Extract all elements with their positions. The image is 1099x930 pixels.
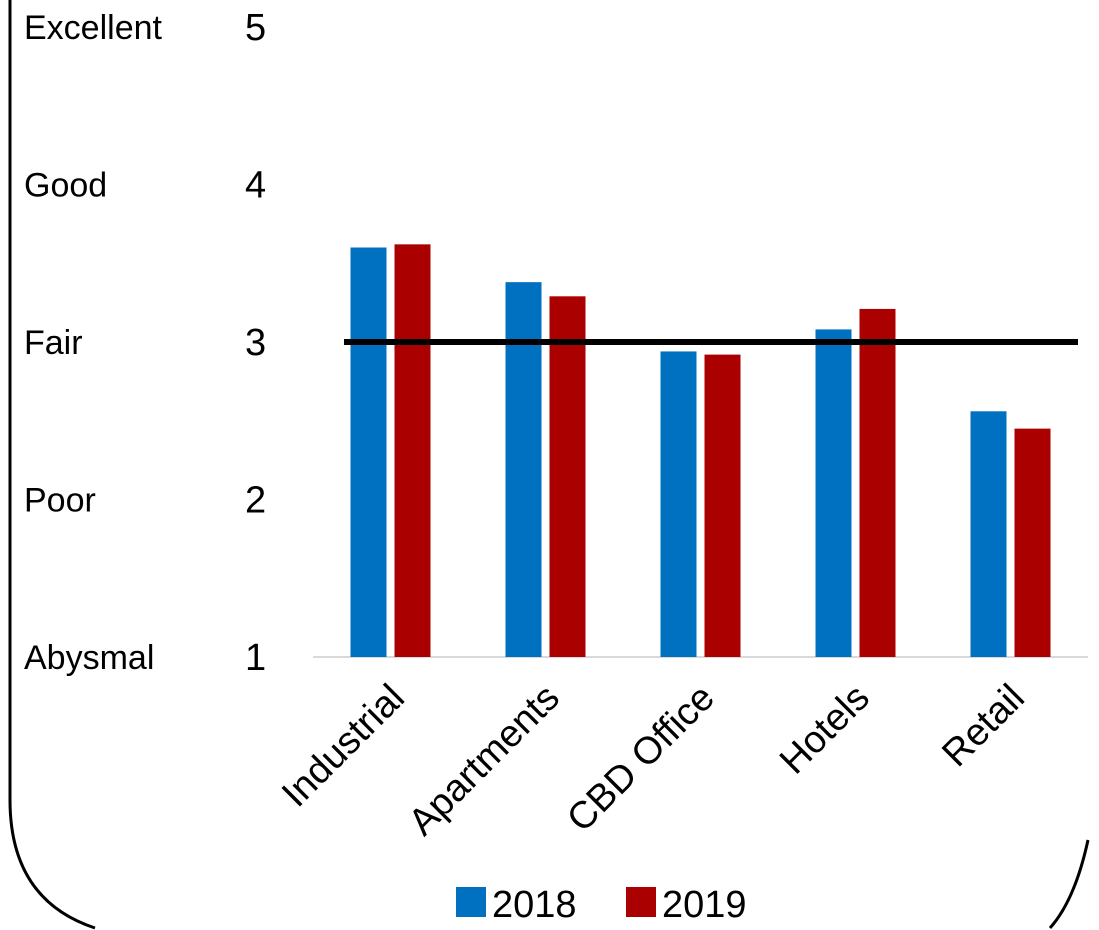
category-label: Industrial — [274, 677, 413, 816]
legend-swatch-2018 — [456, 887, 486, 917]
category-label: Apartments — [401, 677, 568, 844]
bar-2019-industrial — [394, 244, 431, 657]
y-tick-label: 3 — [245, 322, 266, 364]
y-tick-label: 4 — [245, 165, 266, 207]
category-label: Retail — [934, 677, 1032, 775]
rating-label: Fair — [24, 324, 83, 362]
rating-label: Poor — [24, 482, 96, 520]
frame-border — [8, 0, 1090, 930]
bar-2018-hotels — [815, 329, 852, 657]
legend-label: 2018 — [492, 884, 577, 926]
bar-2019-retail — [1014, 428, 1051, 657]
rating-label: Good — [24, 167, 107, 205]
legend-swatch-2019 — [626, 887, 656, 917]
legend-label: 2019 — [662, 884, 747, 926]
bar-2018-cbd-office — [660, 351, 697, 657]
y-axis-labels: Abysmal 1 Poor 2 Fair 3 Good 4 Excellent 5 — [24, 7, 266, 679]
bar-2018-retail — [970, 411, 1007, 657]
y-tick-label: 2 — [245, 480, 266, 522]
rating-label: Abysmal — [24, 639, 154, 677]
category-label: Hotels — [772, 677, 878, 783]
bar-2018-apartments — [505, 282, 542, 657]
y-tick-label: 5 — [245, 7, 266, 49]
bars — [350, 244, 1051, 657]
bar-2019-apartments — [549, 296, 586, 657]
rating-label: Excellent — [24, 9, 163, 47]
legend: 2018 2019 — [456, 884, 747, 926]
category-label: CBD Office — [559, 677, 723, 841]
bar-2019-cbd-office — [704, 354, 741, 657]
y-tick-label: 1 — [245, 637, 266, 679]
bar-2019-hotels — [859, 308, 896, 657]
bar-2018-industrial — [350, 247, 387, 657]
